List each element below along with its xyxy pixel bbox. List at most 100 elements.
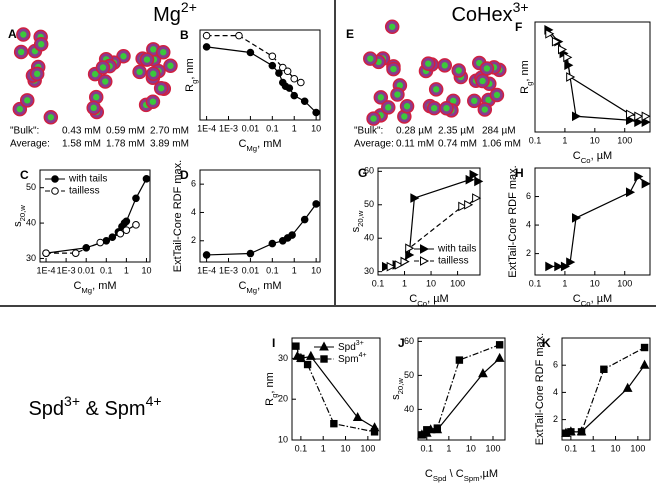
- text-part: g: [190, 80, 199, 84]
- marker: [566, 257, 576, 267]
- x-axis-label: CMg, mM: [238, 280, 281, 295]
- panel-label: C: [20, 168, 29, 182]
- molecule-image: [363, 19, 415, 126]
- text-part: , µM: [591, 293, 613, 305]
- nucleosome-core: [149, 98, 157, 105]
- legend-label: Spd3+: [338, 340, 364, 352]
- nucleosome-core: [493, 91, 501, 99]
- text-part: R: [264, 398, 276, 406]
- nucleosome-core: [481, 106, 489, 113]
- nucleosome-core: [37, 41, 45, 48]
- text-part: , nm: [264, 372, 276, 393]
- text-part: Spm: [464, 474, 480, 483]
- text-part: 20,w: [356, 210, 365, 227]
- marker: [290, 91, 299, 100]
- marker: [545, 261, 555, 272]
- y-axis-label: ExtTail-Core RDF max.: [507, 165, 519, 277]
- y-tick-label: 6: [191, 179, 196, 189]
- y-tick-label: 2: [191, 235, 196, 245]
- molecule-image: [467, 55, 507, 117]
- x-tick-label: 0.1: [266, 265, 279, 275]
- nucleosome-core: [388, 23, 396, 30]
- panel-label: A: [8, 27, 17, 41]
- marker: [283, 67, 292, 76]
- marker: [292, 342, 300, 350]
- x-tick-label: 0.01: [77, 265, 95, 275]
- x-tick-label: 1: [446, 443, 451, 453]
- panel-label: G: [358, 166, 367, 180]
- text-part: ExtTail-Core RDF max.: [534, 333, 546, 445]
- axes-frame: [534, 167, 651, 276]
- y-tick-label: 10: [278, 434, 288, 444]
- image-caption: 0.11 mM: [396, 139, 434, 150]
- marker: [474, 176, 484, 187]
- marker: [246, 48, 255, 57]
- text-part: ExtTail-Core RDF max.: [507, 165, 519, 277]
- section-title: CoHex3+: [451, 0, 528, 26]
- legend-marker: [319, 341, 329, 351]
- text-part: 3+: [64, 393, 80, 409]
- legend-label: with tails: [68, 174, 107, 185]
- text-part: R: [519, 86, 531, 94]
- y-tick-label: 2: [553, 414, 558, 424]
- marker: [278, 63, 287, 72]
- text-part: 4+: [146, 393, 162, 409]
- nucleosome-core: [441, 62, 448, 69]
- y-tick-label: 6: [526, 191, 531, 201]
- nucleosome-core: [102, 78, 109, 85]
- molecule-image: [132, 42, 178, 113]
- y-tick-label: 4: [191, 207, 196, 217]
- x-tick-label: 0.1: [372, 278, 385, 288]
- x-tick-label: 1: [562, 278, 567, 288]
- axes-frame: [417, 337, 506, 441]
- text-part: s: [12, 221, 24, 227]
- y-tick-label: 4: [526, 219, 531, 229]
- series-line: [295, 345, 375, 433]
- text-part: Spd: [28, 398, 64, 420]
- axes-frame: [291, 337, 381, 441]
- x-tick-label: 100: [617, 278, 632, 288]
- series-line: [206, 203, 317, 256]
- marker: [312, 108, 320, 117]
- axes-frame: [534, 21, 651, 133]
- marker: [639, 359, 650, 369]
- molecule-image: [418, 56, 469, 118]
- panel-label: F: [515, 20, 522, 34]
- marker: [330, 419, 338, 428]
- image-caption: 1.78 mM: [106, 139, 145, 150]
- x-axis-label: CCo, µM: [409, 293, 448, 308]
- marker: [306, 350, 316, 360]
- nucleosome-core: [120, 53, 127, 60]
- y-axis-label: ExtTail-Core RDF max.: [172, 160, 184, 272]
- x-tick-label: 0.1: [100, 265, 113, 275]
- marker: [400, 256, 410, 267]
- marker: [545, 28, 555, 39]
- marker: [300, 215, 309, 224]
- y-tick-label: 20: [278, 394, 288, 404]
- y-axis-label: s20,w: [390, 378, 405, 400]
- series-line: [421, 357, 501, 436]
- y-axis-label: Rg, nm: [519, 60, 534, 94]
- x-tick-label: 0.1: [421, 443, 434, 453]
- text-part: R: [184, 84, 196, 92]
- text-part: ,µM: [480, 468, 499, 480]
- nucleosome-core: [430, 104, 438, 112]
- x-tick-label: 10: [590, 278, 600, 288]
- x-tick-label: 1: [292, 123, 297, 133]
- text-part: , mM: [257, 138, 281, 150]
- marker: [494, 352, 505, 362]
- text-part: , mM: [92, 280, 116, 292]
- series-line: [548, 33, 646, 117]
- axes-frame: [377, 167, 481, 276]
- text-part: Spd: [433, 474, 447, 483]
- legend-marker: [420, 244, 430, 254]
- text-part: 3+: [356, 340, 364, 347]
- image-caption: 2.70 mM: [150, 126, 189, 137]
- text-part: g: [525, 82, 534, 86]
- nucleosome-core: [47, 114, 55, 121]
- marker: [246, 249, 255, 258]
- panel-label: I: [272, 336, 275, 350]
- marker: [572, 213, 582, 223]
- marker: [290, 74, 299, 83]
- nucleosome-core: [450, 97, 457, 105]
